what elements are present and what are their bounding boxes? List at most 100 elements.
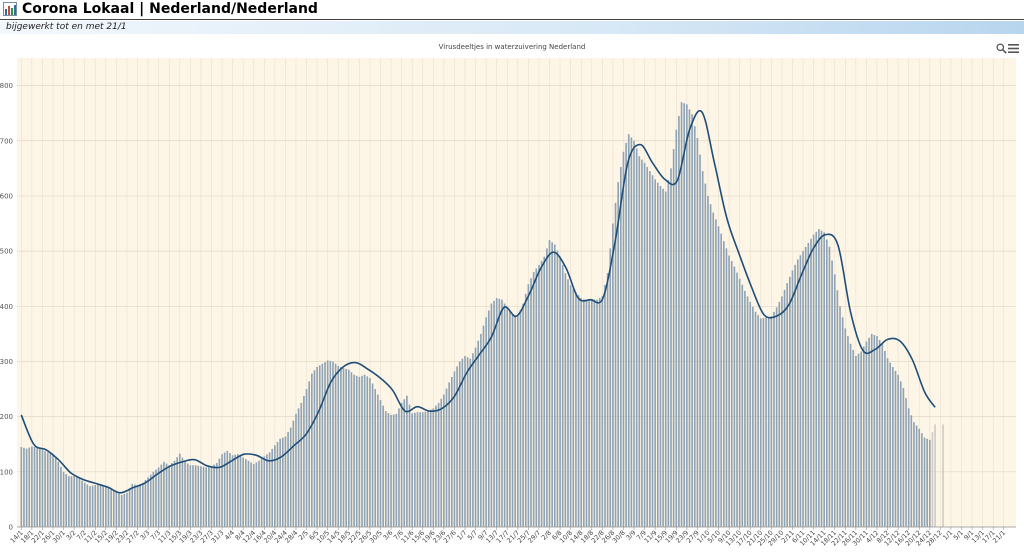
data-bar (163, 461, 165, 527)
data-bar (466, 357, 469, 527)
data-bar (469, 358, 472, 527)
data-bar (791, 270, 794, 527)
data-bar (284, 436, 287, 527)
data-bar (31, 446, 33, 527)
data-bar (767, 316, 770, 527)
data-bar (759, 318, 762, 527)
data-bar (651, 175, 654, 527)
plot-area (17, 58, 1016, 527)
data-bar (485, 317, 487, 527)
data-bar (688, 109, 691, 527)
data-bar (329, 360, 332, 527)
data-bar (527, 284, 530, 527)
data-bar (115, 491, 118, 527)
hamburger-menu-icon[interactable] (1008, 44, 1019, 53)
data-bar (128, 488, 131, 527)
data-bar (36, 446, 38, 527)
y-tick-label: 600 (0, 192, 13, 200)
data-bar (773, 311, 775, 527)
data-bar (509, 310, 511, 527)
data-bar (229, 453, 231, 527)
zoom-icon[interactable] (996, 43, 1007, 54)
bar-chart-icon (3, 2, 17, 16)
data-bar (717, 226, 720, 527)
data-bar (411, 413, 414, 527)
data-bar (796, 259, 799, 527)
data-bar (722, 241, 725, 527)
data-bar (377, 394, 379, 527)
data-bar (778, 301, 781, 527)
data-bar (194, 465, 197, 527)
data-bar (580, 298, 583, 527)
data-bar (480, 333, 482, 527)
data-bar (387, 413, 390, 527)
data-bar (487, 310, 490, 527)
data-bar (371, 383, 374, 527)
data-bar (382, 405, 384, 527)
data-bar (81, 480, 83, 527)
data-bar (522, 303, 524, 527)
data-bar (395, 413, 398, 527)
data-bar (355, 375, 358, 527)
data-bar (237, 454, 239, 527)
data-bar (419, 412, 421, 527)
data-bar (598, 298, 601, 527)
data-bar (757, 315, 759, 527)
data-bar (870, 333, 873, 527)
data-bar (136, 485, 139, 527)
data-bar (160, 464, 163, 527)
data-bar (171, 462, 173, 527)
data-bar (144, 480, 147, 527)
data-bar (429, 409, 432, 527)
data-bar (165, 463, 168, 527)
data-bar (44, 451, 46, 527)
data-bar (62, 471, 65, 527)
data-bar (548, 240, 551, 528)
data-bar (202, 466, 205, 527)
data-bar (498, 298, 501, 527)
data-bar (868, 337, 870, 527)
data-bar (833, 274, 836, 527)
data-bar (414, 412, 416, 527)
data-bar (839, 306, 841, 527)
data-bar (762, 317, 765, 527)
chart-panel: 0 100 200 300 400 500 600 700 800 14/1 18/1 22/1 26/… (0, 36, 1024, 550)
data-bar (215, 462, 218, 527)
data-bar (855, 355, 857, 527)
data-bar (899, 381, 902, 527)
data-bar (97, 484, 99, 527)
data-bar (205, 467, 208, 527)
data-bar (131, 483, 134, 527)
data-bar (728, 255, 730, 527)
data-bar (221, 454, 223, 527)
data-bar (20, 446, 23, 527)
data-bar (635, 148, 638, 527)
data-bar (928, 439, 931, 527)
data-bar (23, 447, 25, 527)
data-bar (311, 373, 313, 527)
data-bar (38, 448, 41, 527)
data-bar (464, 355, 466, 527)
data-bar (443, 394, 445, 527)
data-bar (73, 476, 75, 527)
data-bar (519, 309, 522, 527)
data-bar (659, 186, 662, 528)
data-bar (878, 339, 881, 527)
chart-svg: 010020030040050060070080014/118/122/126/… (0, 58, 1016, 548)
y-tick-label: 800 (0, 82, 13, 90)
data-bar (709, 204, 712, 527)
data-bar (231, 455, 234, 527)
data-bar (942, 424, 944, 527)
data-bar (416, 412, 419, 527)
data-bar (810, 238, 812, 527)
data-bar (672, 149, 675, 527)
data-bar (168, 465, 171, 527)
data-bar (556, 250, 559, 527)
data-bar (865, 341, 868, 527)
data-bar (656, 182, 659, 527)
y-tick-label: 300 (0, 358, 13, 366)
data-bar (860, 351, 862, 527)
updated-text: bijgewerkt tot en met 21/1 (6, 22, 127, 32)
data-bar (424, 411, 427, 527)
data-bar (614, 202, 617, 527)
